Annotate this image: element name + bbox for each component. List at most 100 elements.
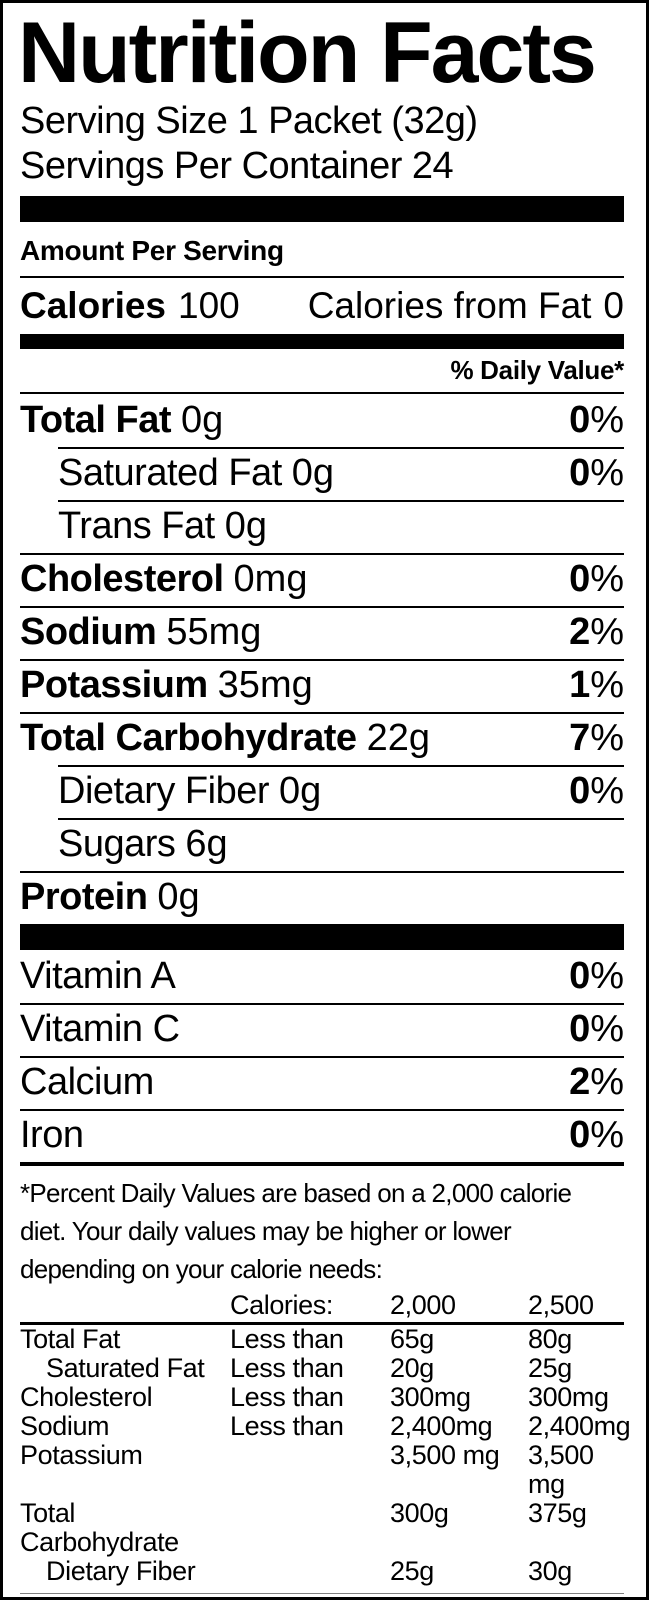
daily-value: 0% bbox=[569, 955, 624, 997]
table-cell-2500: 375g bbox=[528, 1498, 587, 1528]
table-cell-comparison: Less than bbox=[230, 1324, 344, 1354]
nutrient-label: Sugars 6g bbox=[58, 823, 228, 865]
table-row-total-carbohydrate: Total Carbohydrate 300g 375g bbox=[20, 1499, 624, 1557]
nutrient-row-cholesterol: Cholesterol 0mg 0% bbox=[20, 553, 624, 606]
table-cell-2500: 80g bbox=[528, 1324, 572, 1354]
percent-sign: % bbox=[590, 717, 624, 759]
table-header-empty bbox=[20, 1288, 230, 1322]
footnote-divider bbox=[20, 1162, 624, 1166]
table-cell-2000: 3,500 mg bbox=[390, 1440, 500, 1470]
daily-value: 0% bbox=[569, 1114, 624, 1156]
nutrient-label: Cholesterol 0mg bbox=[20, 558, 308, 600]
nutrient-amount: 0g bbox=[224, 505, 267, 547]
nutrient-amount: 6g bbox=[185, 823, 228, 865]
footnote-line: diet. Your daily values may be higher or… bbox=[20, 1216, 512, 1246]
footnote: *Percent Daily Values are based on a 2,0… bbox=[20, 1166, 624, 1288]
nutrient-label: Total Fat 0g bbox=[20, 399, 224, 441]
nutrient-label: Trans Fat 0g bbox=[58, 505, 267, 547]
daily-value: 0% bbox=[569, 399, 624, 441]
serving-size: Serving Size 1 Packet (32g) bbox=[20, 100, 478, 142]
nutrient-label: Potassium 35mg bbox=[20, 664, 313, 706]
nutrient-label: Sodium 55mg bbox=[20, 611, 262, 653]
separator-bar-thick bbox=[20, 196, 624, 222]
percent-sign: % bbox=[590, 770, 624, 812]
nutrient-amount: 0g bbox=[181, 399, 224, 441]
table-cell-2000: 2,400mg bbox=[390, 1411, 493, 1441]
table-cell-nutrient: Dietary Fiber bbox=[46, 1556, 196, 1586]
nutrient-row-total-fat: Total Fat 0g 0% bbox=[20, 394, 624, 447]
label-title: Nutrition Facts bbox=[18, 5, 597, 101]
table-cell-2500: 300mg bbox=[528, 1382, 609, 1412]
table-cell-2000: 300g bbox=[390, 1498, 449, 1528]
table-row-dietary-fiber: Dietary Fiber 25g 30g bbox=[20, 1557, 624, 1586]
nutrient-amount: 35mg bbox=[217, 664, 313, 706]
nutrient-amount: 0mg bbox=[233, 558, 308, 600]
table-cell-2500: 25g bbox=[528, 1353, 572, 1383]
calories-from-fat-value: 0 bbox=[603, 285, 624, 326]
nutrient-amount: 0g bbox=[291, 452, 335, 494]
nutrient-label: Total Carbohydrate 22g bbox=[20, 717, 430, 759]
table-header-row: Calories: 2,000 2,500 bbox=[20, 1288, 624, 1325]
vitamin-label: Iron bbox=[20, 1114, 84, 1156]
nutrient-label: Dietary Fiber 0g bbox=[58, 770, 322, 812]
table-cell-nutrient: Sodium bbox=[20, 1411, 110, 1441]
table-cell-comparison: Less than bbox=[230, 1382, 344, 1412]
vitamin-row-vitamin-c: Vitamin C 0% bbox=[20, 1003, 624, 1056]
table-cell-2500: 3,500 mg bbox=[528, 1440, 594, 1499]
table-cell-nutrient: Saturated Fat bbox=[46, 1353, 205, 1383]
percent-sign: % bbox=[590, 955, 624, 997]
calories-cell: Calories 100 bbox=[20, 278, 240, 334]
separator-bar-thick bbox=[20, 924, 624, 950]
daily-value: 1% bbox=[569, 664, 624, 706]
vitamin-label: Calcium bbox=[20, 1061, 154, 1103]
calories-value: 100 bbox=[178, 285, 240, 326]
table-cell-comparison bbox=[230, 1499, 390, 1557]
table-cell-comparison: Less than bbox=[230, 1353, 344, 1383]
table-header-calories: Calories: bbox=[230, 1290, 333, 1320]
table-cell-2500: 2,400mg bbox=[528, 1411, 631, 1441]
nutrient-amount: 0g bbox=[157, 876, 200, 918]
table-cell-2000: 300mg bbox=[390, 1382, 471, 1412]
servings-per-container: Servings Per Container 24 bbox=[20, 145, 454, 187]
table-row-saturated-fat: Saturated Fat Less than 20g 25g bbox=[20, 1354, 624, 1383]
vitamin-label: Vitamin C bbox=[20, 1008, 180, 1050]
table-header-2000: 2,000 bbox=[390, 1290, 456, 1320]
table-cell-2000: 20g bbox=[390, 1353, 434, 1383]
table-cell-nutrient: Cholesterol bbox=[20, 1382, 153, 1412]
nutrient-row-trans-fat: Trans Fat 0g bbox=[20, 500, 624, 553]
table-cell-nutrient: Potassium bbox=[20, 1440, 143, 1470]
vitamin-row-iron: Iron 0% bbox=[20, 1109, 624, 1162]
nutrient-row-sodium: Sodium 55mg 2% bbox=[20, 606, 624, 659]
nutrient-row-saturated-fat: Saturated Fat 0g 0% bbox=[20, 447, 624, 500]
daily-value: 2% bbox=[569, 611, 624, 653]
daily-value: 7% bbox=[569, 717, 624, 759]
table-cell-comparison bbox=[230, 1557, 390, 1586]
nutrient-label: Saturated Fat 0g bbox=[58, 452, 335, 494]
vitamin-row-vitamin-a: Vitamin A 0% bbox=[20, 950, 624, 1003]
calories-label: Calories bbox=[20, 285, 167, 326]
nutrient-row-sugars: Sugars 6g bbox=[20, 818, 624, 871]
nutrient-row-potassium: Potassium 35mg 1% bbox=[20, 659, 624, 712]
calories-per-gram-divider bbox=[20, 1593, 624, 1594]
calories-per-gram-label: Calories per gram: bbox=[20, 1594, 624, 1597]
nutrient-row-protein: Protein 0g bbox=[20, 871, 624, 924]
table-cell-2000: 25g bbox=[390, 1556, 434, 1586]
table-cell-2000: 65g bbox=[390, 1324, 434, 1354]
table-row-sodium: Sodium Less than 2,400mg 2,400mg bbox=[20, 1411, 631, 1441]
percent-sign: % bbox=[590, 399, 624, 441]
table-cell-comparison bbox=[230, 1441, 390, 1499]
vitamin-label: Vitamin A bbox=[20, 955, 176, 997]
nutrient-amount: 0g bbox=[279, 770, 322, 812]
table-cell-2500: 30g bbox=[528, 1556, 572, 1586]
nutrient-row-total-carbohydrate: Total Carbohydrate 22g 7% bbox=[20, 712, 624, 765]
percent-sign: % bbox=[590, 558, 624, 600]
nutrient-amount: 22g bbox=[366, 717, 430, 759]
percent-sign: % bbox=[590, 452, 624, 494]
percent-sign: % bbox=[590, 1008, 624, 1050]
percent-sign: % bbox=[590, 1061, 624, 1103]
vitamin-row-calcium: Calcium 2% bbox=[20, 1056, 624, 1109]
daily-value: 0% bbox=[569, 558, 624, 600]
calories-from-fat-label: Calories from Fat bbox=[307, 285, 592, 326]
table-cell-nutrient: Total Fat bbox=[20, 1324, 120, 1354]
